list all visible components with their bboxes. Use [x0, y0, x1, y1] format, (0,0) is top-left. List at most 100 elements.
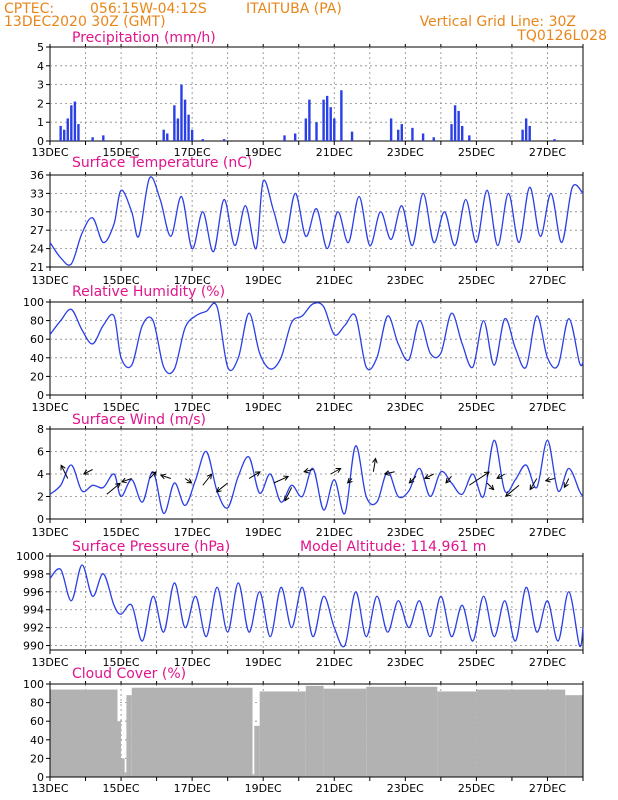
- precip-bar: [468, 135, 471, 141]
- precip-bar: [73, 101, 77, 141]
- precip-bar: [180, 84, 183, 141]
- header-org: CPTEC:: [4, 1, 54, 17]
- cloud-bar: [259, 691, 306, 777]
- ytick-label: 1: [37, 116, 44, 129]
- precip-bar: [350, 131, 354, 141]
- wind-arrow-head: [488, 484, 495, 491]
- ytick-label: 80: [30, 697, 44, 710]
- cloud-bar: [117, 721, 122, 777]
- xtick-label: 15DEC: [103, 274, 140, 287]
- xtick-label: 17DEC: [174, 274, 211, 287]
- wind-arrow: [160, 474, 171, 479]
- xtick-label: 23DEC: [387, 656, 424, 669]
- ytick-label: 20: [30, 370, 44, 383]
- ytick-label: 8: [37, 423, 44, 436]
- cloud-bar: [126, 695, 132, 777]
- precip-bar: [304, 118, 308, 141]
- wind-arrow: [372, 458, 377, 472]
- precip-bar: [91, 137, 94, 141]
- xtick-label: 15DEC: [103, 401, 140, 414]
- xtick-label: 17DEC: [174, 782, 211, 795]
- xtick-label: 17DEC: [174, 146, 211, 159]
- wind-arrow-head: [186, 478, 193, 484]
- ytick-label: 994: [23, 604, 44, 617]
- precip-bar: [432, 137, 435, 141]
- xtick-label: 21DEC: [316, 526, 353, 539]
- xtick-label: 17DEC: [174, 401, 211, 414]
- precip-bar: [460, 125, 464, 141]
- precip-bar: [411, 127, 414, 141]
- cloud-bar: [50, 689, 118, 777]
- xtick-label: 25DEC: [458, 146, 495, 159]
- ytick-label: 996: [23, 586, 44, 599]
- precip-bar: [340, 90, 343, 141]
- ytick-label: 4: [37, 60, 44, 73]
- pressure-title: Surface Pressure (hPa): [72, 539, 230, 555]
- xtick-label: 21DEC: [316, 401, 353, 414]
- pressure-series-line: [49, 564, 584, 648]
- precip-bar: [283, 135, 286, 141]
- xtick-label: 17DEC: [174, 526, 211, 539]
- cloud-bar: [131, 687, 253, 777]
- wind-arrow: [445, 475, 452, 484]
- precip-bar: [166, 133, 169, 141]
- wind-arrow-head: [60, 464, 66, 471]
- precip-bar: [322, 99, 325, 141]
- pressure-panel: 990 992 994 996 998 1000 13DEC 15DEC 17DEC 19DEC 2…: [16, 539, 584, 669]
- precip-bar: [450, 124, 453, 141]
- xtick-label: 25DEC: [458, 782, 495, 795]
- panels-group: 0 1 2 3 4 5 13DEC 15DEC 17DEC 19DEC 21DEC 23DEC 25DE…: [16, 30, 584, 795]
- xtick-label: 25DEC: [458, 656, 495, 669]
- wind-arrow-head: [424, 474, 430, 480]
- precip-bar: [63, 129, 66, 141]
- precip-bar: [222, 139, 226, 141]
- precip-bar: [389, 118, 393, 141]
- ytick-label: 2: [37, 491, 44, 504]
- cloud-title: Cloud Cover (%): [72, 666, 186, 682]
- xtick-label: 19DEC: [245, 782, 282, 795]
- precip-bar: [421, 133, 425, 141]
- ytick-label: 100: [23, 296, 44, 309]
- ytick-label: 0: [37, 135, 44, 148]
- cloud-bar: [476, 689, 566, 777]
- humidity-panel: 0 20 40 60 80 100 13DEC 15DEC 17DEC 19DEC 21DEC 23D…: [23, 284, 584, 414]
- cloud-bar: [305, 685, 324, 777]
- xtick-label: 15DEC: [103, 146, 140, 159]
- ytick-label: 60: [30, 715, 44, 728]
- ytick-label: 40: [30, 734, 44, 747]
- wind-title: Surface Wind (m/s): [72, 412, 206, 428]
- model-altitude: Model Altitude: 114.961 m: [300, 539, 486, 555]
- xtick-label: 27DEC: [529, 274, 566, 287]
- xtick-label: 25DEC: [458, 274, 495, 287]
- precip-bar: [397, 129, 400, 141]
- header-code: TQ0126L028: [516, 28, 607, 44]
- xtick-label: 21DEC: [316, 782, 353, 795]
- precip-bar: [524, 118, 528, 141]
- ytick-label: 27: [30, 224, 44, 237]
- precip-bar: [293, 133, 297, 141]
- precip-bar: [521, 129, 524, 141]
- wind-arrow: [273, 475, 289, 484]
- wind-arrow-head: [82, 469, 89, 475]
- wind-arrow: [304, 469, 314, 473]
- xtick-label: 23DEC: [387, 274, 424, 287]
- ytick-label: 2: [37, 97, 44, 110]
- wind-arrow: [202, 473, 212, 486]
- wind-arrow-head: [383, 470, 390, 476]
- ytick-label: 60: [30, 333, 44, 346]
- wind-arrow: [563, 478, 570, 488]
- wind-arrow: [184, 478, 192, 484]
- wind-arrow: [106, 482, 121, 495]
- xtick-label: 19DEC: [245, 401, 282, 414]
- temp-series-line: [49, 176, 584, 266]
- ytick-label: 21: [30, 261, 44, 274]
- xtick-label: 13DEC: [31, 401, 68, 414]
- ytick-label: 992: [23, 622, 44, 635]
- ytick-label: 1000: [16, 550, 44, 563]
- ytick-label: 3: [37, 79, 44, 92]
- ytick-label: 33: [30, 187, 44, 200]
- xtick-label: 13DEC: [31, 782, 68, 795]
- precip-bar: [77, 124, 80, 141]
- wind-arrow: [545, 478, 555, 482]
- xtick-label: 25DEC: [458, 526, 495, 539]
